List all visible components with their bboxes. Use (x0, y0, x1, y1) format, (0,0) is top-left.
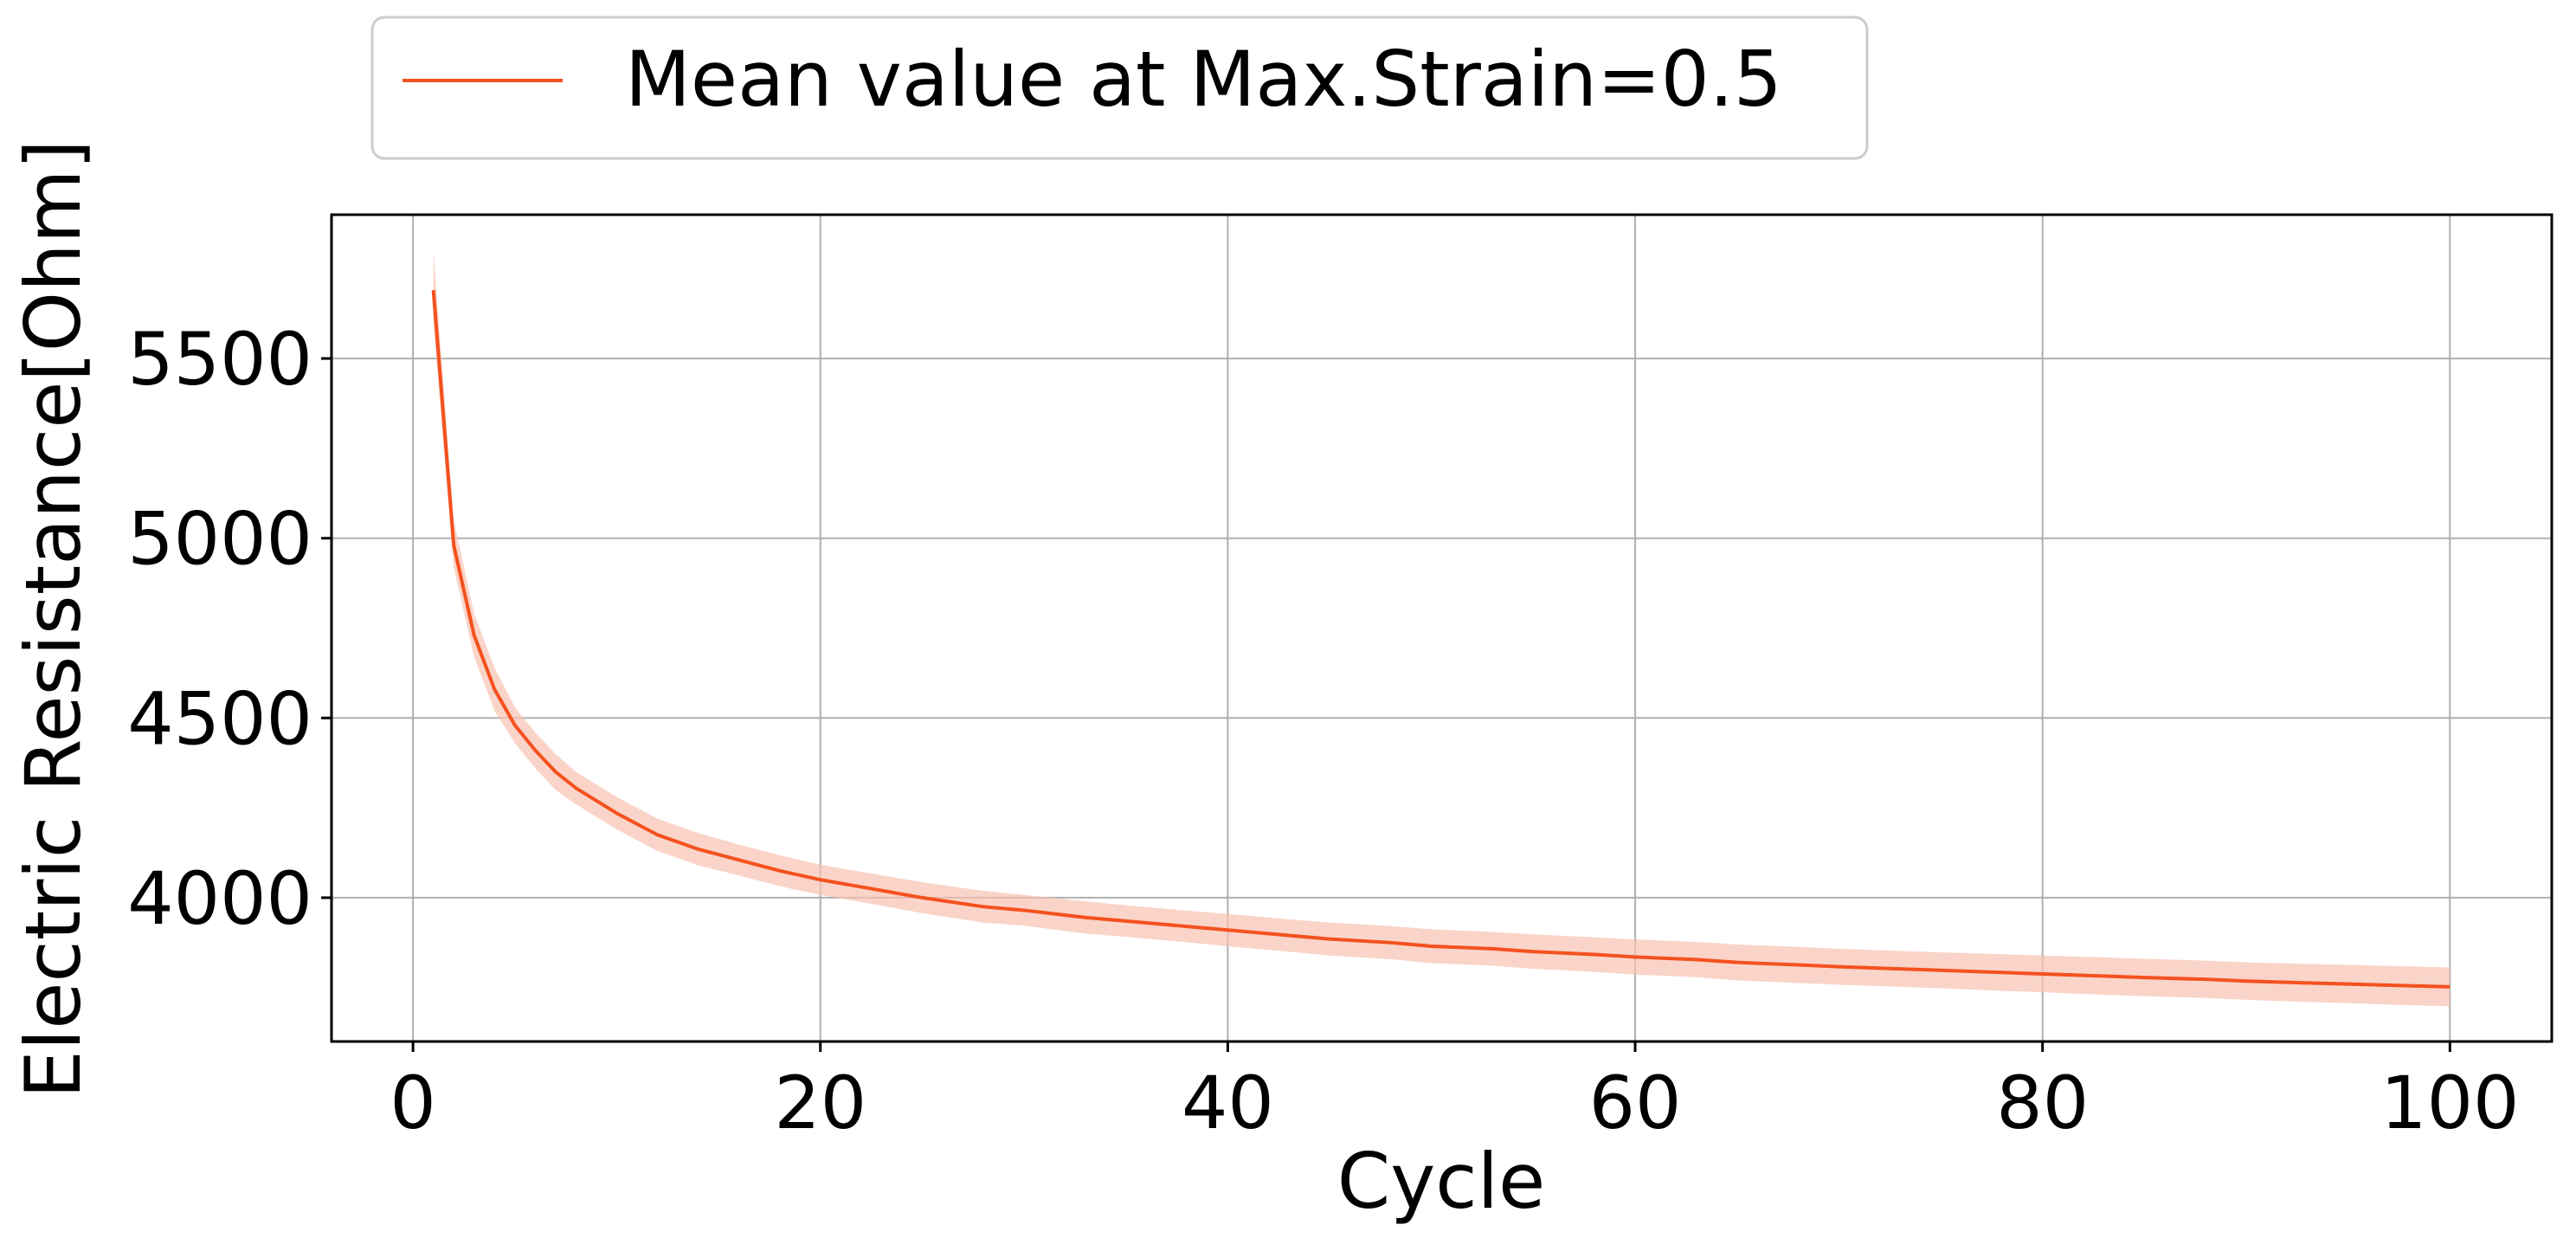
band-layer (433, 250, 2450, 1007)
legend-box (370, 16, 1869, 160)
grid-layer (332, 215, 2552, 1041)
x-tick-label: 40 (1182, 1061, 1274, 1145)
series-mean-line (431, 290, 2450, 989)
x-axis-ticks: 0 20 40 60 80 100 (390, 1041, 2520, 1145)
y-tick-label: 5500 (127, 317, 312, 402)
x-tick-label: 20 (774, 1061, 866, 1145)
legend-label: Mean value at Max.Strain=0.5 (625, 35, 1782, 124)
y-axis-label: Electric Resistance[Ohm] (9, 139, 98, 1099)
x-tick-label: 0 (390, 1061, 435, 1145)
plot-frame (330, 213, 2553, 1043)
y-tick-label: 5000 (127, 497, 312, 582)
x-tick-label: 100 (2380, 1061, 2519, 1145)
x-tick-label: 60 (1589, 1061, 1682, 1145)
series-confidence-band (433, 250, 2450, 1007)
line-layer (431, 290, 2450, 989)
y-tick-label: 4500 (127, 676, 312, 761)
x-tick-label: 80 (1996, 1061, 2089, 1145)
legend: Mean value at Max.Strain=0.5 (370, 16, 1869, 160)
y-axis-ticks: 4000 4500 5000 5500 (127, 317, 332, 941)
y-tick-label: 4000 (127, 856, 312, 941)
x-axis-label: Cycle (1337, 1137, 1546, 1226)
